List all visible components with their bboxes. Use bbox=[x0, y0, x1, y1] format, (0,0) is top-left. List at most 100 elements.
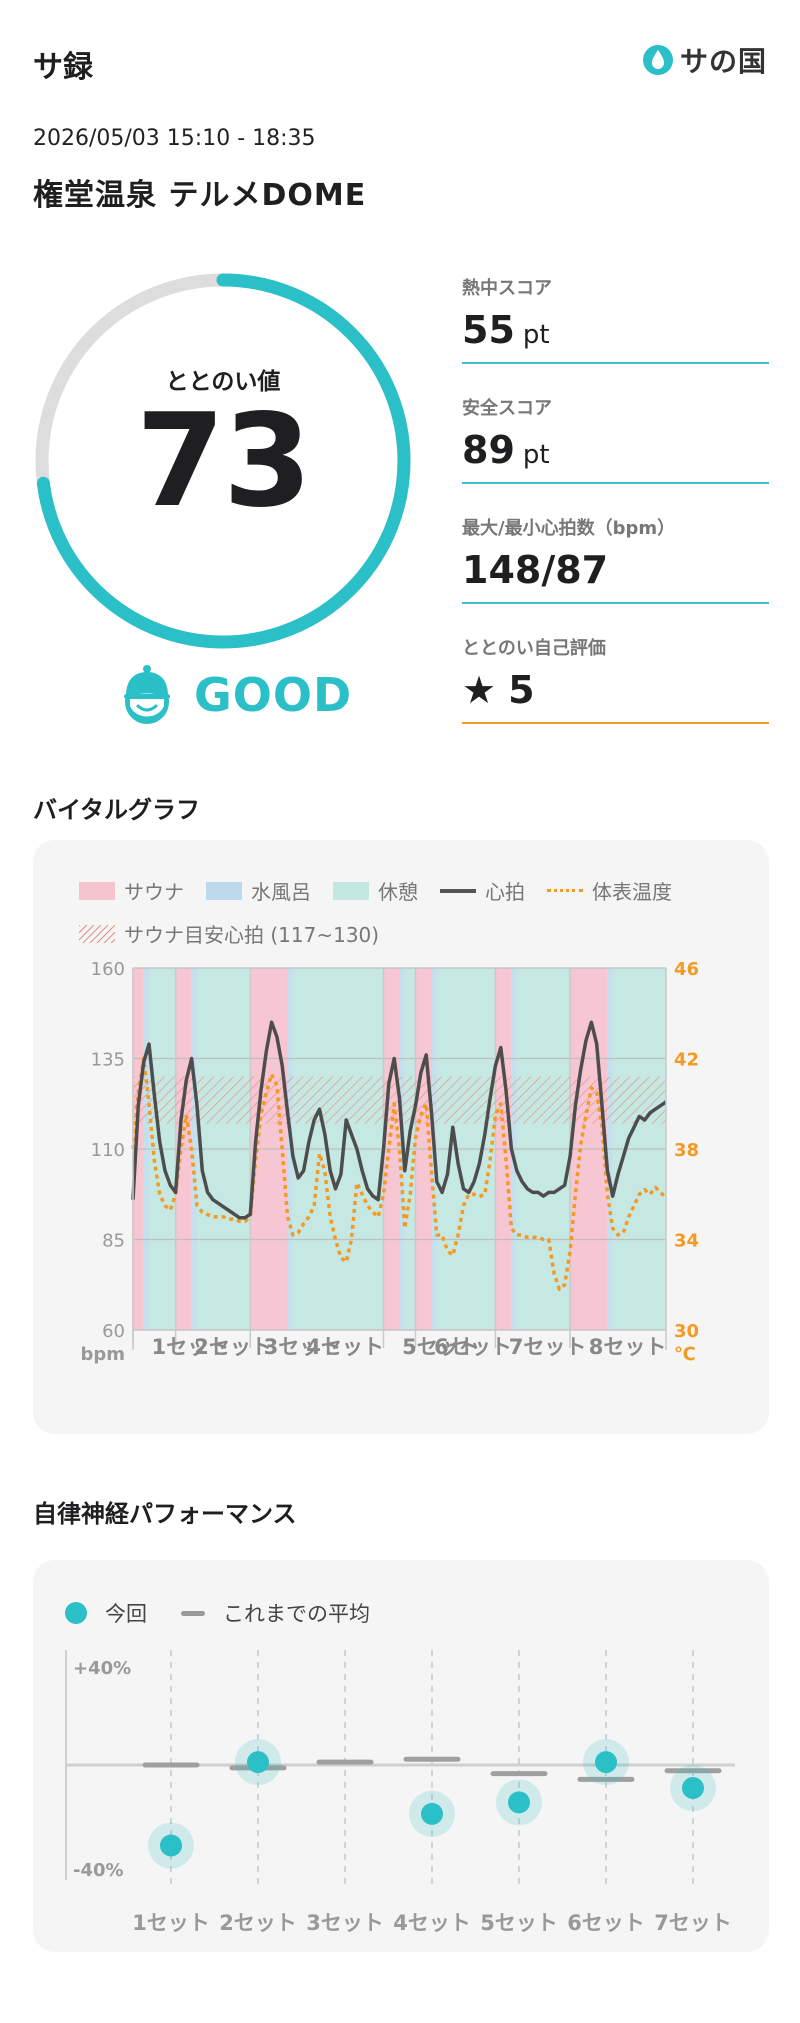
vital-chart: 160 135 110 85 60 46 42 38 34 30 bpm ℃ 1セット2セット3セット4… bbox=[80, 960, 699, 1365]
x-tick-label: 3セット bbox=[306, 1911, 384, 1935]
vital-legend: サウナ 水風呂 休憩 心拍 体表温度 サウナ目安心拍 (117~130) bbox=[79, 876, 739, 948]
y-right-axis-label: ℃ bbox=[674, 1344, 696, 1365]
x-tick-label: 6セット bbox=[567, 1911, 645, 1935]
metric-value: 5 bbox=[508, 668, 535, 712]
legend-label: サウナ bbox=[124, 880, 184, 904]
legend-label: 水風呂 bbox=[251, 880, 311, 904]
session-datetime: 2026/05/03 15:10 - 18:35 bbox=[33, 126, 316, 151]
y-left-tick-label: 60 bbox=[102, 1321, 125, 1342]
legend-swatch bbox=[206, 881, 242, 900]
legend-swatch bbox=[547, 889, 583, 892]
current-point bbox=[247, 1751, 269, 1774]
y-right-tick-label: 34 bbox=[674, 1231, 699, 1252]
legend-average: これまでの平均 bbox=[181, 1598, 370, 1628]
metric-heat-score: 熱中スコア 55 pt bbox=[462, 274, 769, 364]
brand-logo-text: サの国 bbox=[679, 45, 767, 78]
ans-card: 今回 これまでの平均 +40% -40% 1セット 2セット 3セット 4セット 5セット 6… bbox=[33, 1560, 769, 1952]
metric-value: 89 bbox=[462, 428, 515, 472]
legend-target-hr: サウナ目安心拍 (117~130) bbox=[79, 919, 379, 948]
y-right-tick-label: 38 bbox=[674, 1140, 699, 1161]
metric-heart-rate: 最大/最小心拍数（bpm） 148/87 bbox=[462, 514, 769, 604]
vital-graph-title: バイタルグラフ bbox=[33, 796, 201, 824]
y-left-tick-label: 160 bbox=[91, 960, 125, 980]
legend-label: これまでの平均 bbox=[223, 1602, 370, 1626]
y-tick-label: +40% bbox=[73, 1658, 131, 1679]
set-label: 8セット bbox=[589, 1335, 667, 1359]
set-label: 1セット bbox=[152, 1335, 230, 1359]
legend-label: 心拍 bbox=[485, 880, 525, 904]
legend-swatch bbox=[440, 888, 476, 893]
set-label: 2セット bbox=[194, 1335, 272, 1359]
current-point bbox=[595, 1751, 617, 1774]
y-left-axis-label: bpm bbox=[80, 1344, 125, 1365]
app-title: サ録 bbox=[33, 50, 93, 85]
set-label: 6セット bbox=[434, 1335, 512, 1359]
metric-self-rating: ととのい自己評価 ★ 5 bbox=[462, 634, 769, 724]
legend-label: サウナ目安心拍 (117~130) bbox=[124, 923, 380, 947]
legend-label: 休憩 bbox=[378, 880, 418, 904]
legend-label: 体表温度 bbox=[592, 880, 672, 904]
current-point bbox=[508, 1791, 530, 1814]
y-left-tick-label: 110 bbox=[91, 1140, 125, 1161]
y-left-tick-label: 85 bbox=[102, 1231, 125, 1252]
water-drop-icon bbox=[642, 45, 673, 75]
y-right-tick-label: 30 bbox=[674, 1321, 699, 1342]
metric-label: 熱中スコア bbox=[462, 278, 552, 299]
totonoi-label: ととのい値 bbox=[165, 369, 281, 395]
brand-logo[interactable]: サの国 bbox=[642, 40, 767, 80]
current-point bbox=[421, 1802, 443, 1825]
set-label: 5セット bbox=[402, 1335, 480, 1359]
metric-unit: pt bbox=[522, 440, 550, 470]
status-badge: GOOD bbox=[118, 664, 352, 726]
metric-value: 55 bbox=[462, 308, 515, 352]
legend-label: 今回 bbox=[105, 1602, 147, 1626]
x-tick-label: 5セット bbox=[480, 1911, 558, 1935]
legend-heart-rate: 心拍 bbox=[440, 876, 525, 905]
ans-title: 自律神経パフォーマンス bbox=[33, 1500, 297, 1528]
x-tick-label: 7セット bbox=[654, 1911, 732, 1935]
set-label: 4セット bbox=[306, 1335, 384, 1359]
legend-rest: 休憩 bbox=[333, 876, 418, 905]
metric-safety-score: 安全スコア 89 pt bbox=[462, 394, 769, 484]
metric-label: 最大/最小心拍数（bpm） bbox=[462, 518, 676, 539]
current-point bbox=[160, 1834, 182, 1857]
legend-sauna: サウナ bbox=[79, 876, 184, 905]
metric-divider bbox=[462, 602, 769, 604]
status-text: GOOD bbox=[194, 668, 353, 722]
totonoi-ring-progress bbox=[35, 273, 411, 649]
ans-legend: 今回 これまでの平均 bbox=[65, 1598, 392, 1628]
vital-graph-card: サウナ 水風呂 休憩 心拍 体表温度 サウナ目安心拍 (117~130) 160… bbox=[33, 840, 769, 1434]
ans-chart: +40% -40% 1セット 2セット 3セット 4セット 5セット 6セット 7セット bbox=[65, 1650, 735, 1935]
totonoi-value: 73 bbox=[135, 387, 312, 536]
legend-body-temp: 体表温度 bbox=[547, 876, 672, 905]
legend-swatch bbox=[79, 881, 115, 900]
body-temp-line bbox=[131, 1056, 668, 1292]
legend-swatch bbox=[79, 924, 115, 943]
y-left-tick-label: 135 bbox=[91, 1050, 125, 1071]
venue-name: 権堂温泉 テルメDOME bbox=[33, 178, 367, 213]
metric-divider bbox=[462, 482, 769, 484]
legend-swatch bbox=[65, 1602, 87, 1624]
metric-unit: pt bbox=[522, 320, 550, 350]
set-label: 7セット bbox=[509, 1335, 587, 1359]
y-right-tick-label: 46 bbox=[674, 960, 699, 980]
heart-rate-line bbox=[131, 1020, 668, 1220]
legend-cold: 水風呂 bbox=[206, 876, 311, 905]
star-icon: ★ bbox=[462, 668, 497, 712]
legend-swatch bbox=[333, 881, 369, 900]
set-label: 3セット bbox=[264, 1335, 342, 1359]
metric-divider bbox=[462, 362, 769, 364]
x-tick-label: 2セット bbox=[219, 1911, 297, 1935]
metric-label: ととのい自己評価 bbox=[462, 638, 606, 659]
x-tick-label: 4セット bbox=[393, 1911, 471, 1935]
metric-label: 安全スコア bbox=[462, 398, 552, 419]
current-point bbox=[682, 1777, 704, 1799]
smiling-sauna-hat-icon bbox=[124, 665, 170, 724]
x-tick-label: 1セット bbox=[132, 1911, 210, 1935]
legend-swatch bbox=[181, 1610, 205, 1616]
totonoi-ring bbox=[35, 273, 411, 649]
metric-divider bbox=[462, 722, 769, 724]
y-right-tick-label: 42 bbox=[674, 1050, 699, 1071]
y-tick-label: -40% bbox=[73, 1860, 124, 1881]
legend-current: 今回 bbox=[65, 1598, 147, 1628]
